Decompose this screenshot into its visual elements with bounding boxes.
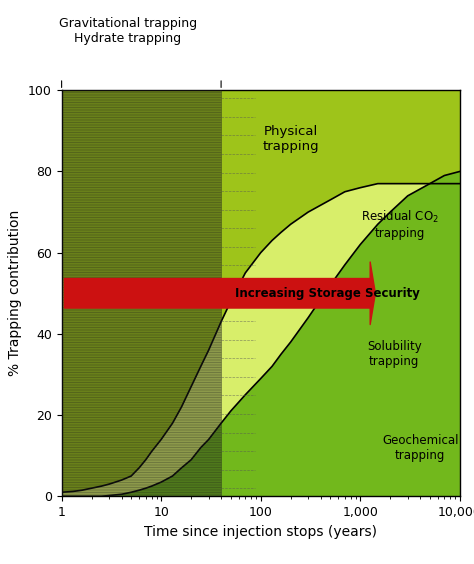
Text: Physical
trapping: Physical trapping bbox=[262, 125, 319, 153]
Text: Geochemical
trapping: Geochemical trapping bbox=[382, 434, 458, 461]
Y-axis label: % Trapping contribution: % Trapping contribution bbox=[9, 210, 22, 376]
X-axis label: Time since injection stops (years): Time since injection stops (years) bbox=[144, 525, 377, 539]
Text: Gravitational trapping
Hydrate trapping: Gravitational trapping Hydrate trapping bbox=[59, 17, 197, 45]
Text: Increasing Storage Security: Increasing Storage Security bbox=[235, 287, 420, 300]
Text: Solubility
trapping: Solubility trapping bbox=[367, 340, 422, 368]
Text: Residual CO$_2$
trapping: Residual CO$_2$ trapping bbox=[361, 209, 439, 240]
